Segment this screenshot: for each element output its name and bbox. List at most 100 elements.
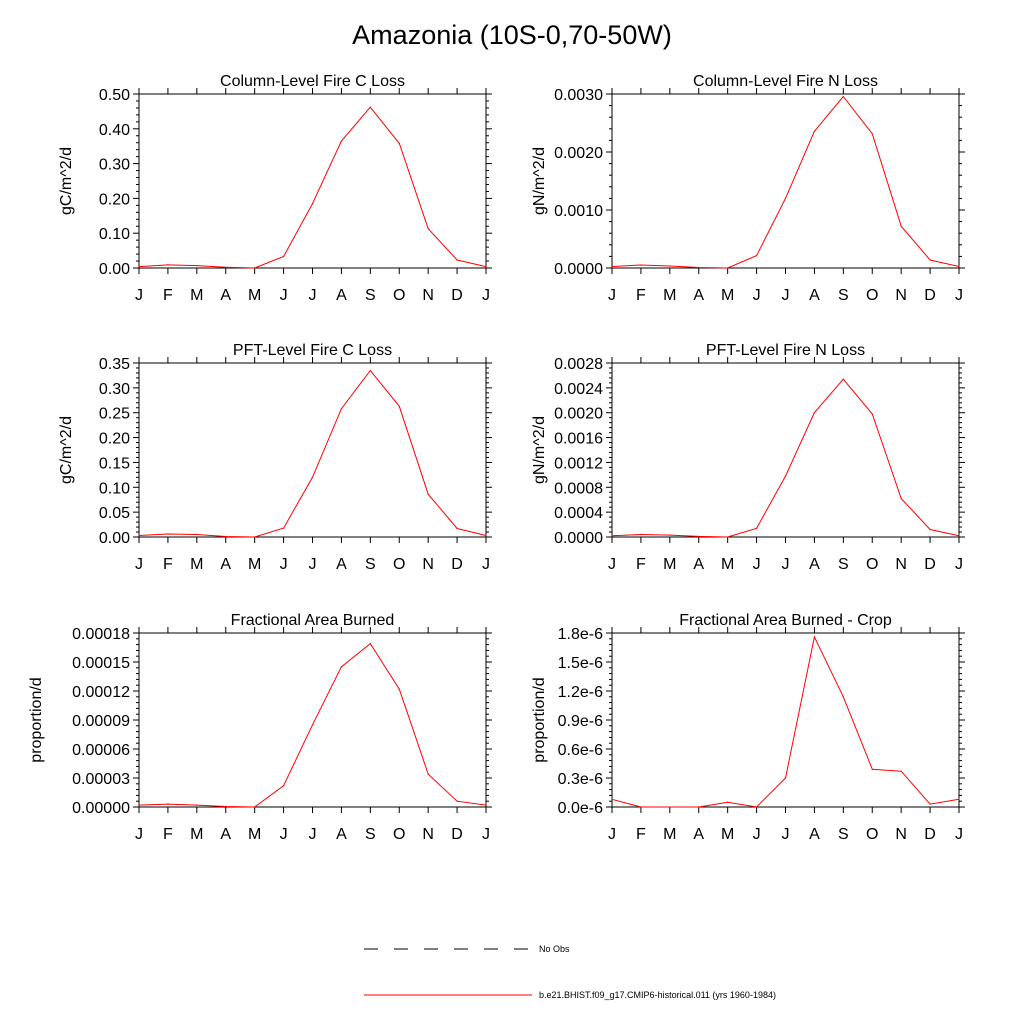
data-point <box>640 264 642 266</box>
y-tick-label: 0.00000 <box>72 800 130 817</box>
y-tick-label: 0.30 <box>99 157 130 174</box>
data-point <box>871 768 873 770</box>
data-point <box>727 536 729 538</box>
x-tick-label: A <box>220 287 231 304</box>
data-point <box>842 95 844 98</box>
data-point <box>398 142 400 144</box>
y-tick-label: 0.25 <box>99 406 130 423</box>
y-tick-label: 0.0030 <box>554 87 603 104</box>
x-tick-label: O <box>393 287 405 304</box>
data-point <box>485 266 487 268</box>
series-line <box>138 106 487 269</box>
data-point <box>167 803 169 805</box>
x-tick-label: A <box>336 826 347 843</box>
data-point <box>196 533 198 536</box>
data-point <box>669 534 671 536</box>
y-tick-label: 0.05 <box>99 505 130 522</box>
series-line <box>611 95 960 269</box>
x-tick-label: J <box>309 556 317 573</box>
x-tick-label: J <box>955 287 963 304</box>
x-tick-label: D <box>451 556 463 573</box>
x-tick-label: N <box>422 826 434 843</box>
x-tick-label: J <box>309 287 317 304</box>
data-point <box>225 535 227 538</box>
y-tick-label: 0.0000 <box>554 530 603 547</box>
data-point <box>283 785 285 787</box>
data-point <box>698 806 700 808</box>
data-point <box>138 266 140 268</box>
x-tick-label: A <box>809 556 820 573</box>
y-tick-label: 0.00 <box>99 530 130 547</box>
data-point <box>813 412 816 414</box>
y-tick-label: 0.0e-6 <box>558 800 603 817</box>
y-tick-label: 0.6e-6 <box>558 742 603 759</box>
data-point <box>225 266 227 268</box>
x-tick-label: S <box>838 826 849 843</box>
x-tick-label: M <box>190 826 203 843</box>
y-tick-label: 0.0012 <box>554 455 603 472</box>
data-point <box>813 636 816 638</box>
data-point <box>138 534 140 537</box>
data-point <box>196 804 198 806</box>
x-tick-label: J <box>482 826 490 843</box>
chart-title: Fractional Area Burned - Crop <box>679 612 892 629</box>
chart-title: Column-Level Fire N Loss <box>693 73 878 90</box>
chart-title: PFT-Level Fire N Loss <box>706 342 865 359</box>
y-tick-label: 0.15 <box>99 455 130 472</box>
data-point <box>842 696 844 698</box>
y-tick-label: 0.40 <box>99 122 130 139</box>
x-tick-label: J <box>135 826 143 843</box>
x-tick-label: J <box>753 826 761 843</box>
x-tick-label: A <box>809 826 820 843</box>
y-tick-label: 1.5e-6 <box>558 655 603 672</box>
y-tick-label: 0.10 <box>99 480 130 497</box>
data-point <box>929 803 931 805</box>
chart-title: Column-Level Fire C Loss <box>220 73 405 90</box>
x-tick-label: M <box>663 287 676 304</box>
plot-frame <box>611 632 960 808</box>
x-tick-label: A <box>220 556 231 573</box>
data-point <box>427 493 429 495</box>
x-tick-label: J <box>782 826 790 843</box>
x-tick-label: A <box>693 287 704 304</box>
series-line <box>611 378 960 538</box>
data-point <box>958 265 960 268</box>
data-point <box>369 106 371 108</box>
plot-frame <box>611 362 960 538</box>
x-tick-label: D <box>924 556 936 573</box>
x-tick-label: S <box>365 556 376 573</box>
data-point <box>640 533 642 536</box>
data-point <box>958 535 960 537</box>
chart-panel-5: Fractional Area Burned proportion/d 0.0000… <box>28 612 492 843</box>
y-axis-label: proportion/d <box>28 677 45 762</box>
x-tick-label: J <box>280 287 288 304</box>
data-point <box>311 203 314 205</box>
x-tick-label: O <box>866 826 878 843</box>
x-tick-label: M <box>248 826 261 843</box>
x-tick-label: F <box>163 556 173 573</box>
x-tick-label: N <box>895 287 907 304</box>
data-point <box>340 140 342 142</box>
data-point <box>900 225 902 227</box>
data-point <box>485 804 487 806</box>
y-tick-label: 0.00018 <box>72 626 130 643</box>
x-tick-label: S <box>365 287 376 304</box>
y-tick-label: 0.00003 <box>72 771 130 788</box>
x-tick-label: N <box>895 826 907 843</box>
x-tick-label: M <box>190 287 203 304</box>
x-tick-label: M <box>190 556 203 573</box>
y-tick-label: 0.20 <box>99 191 130 208</box>
x-tick-label: A <box>336 556 347 573</box>
x-tick-label: A <box>693 826 704 843</box>
y-tick-label: 0.0008 <box>554 480 603 497</box>
x-tick-label: J <box>280 826 288 843</box>
x-tick-label: M <box>721 287 734 304</box>
data-point <box>784 475 787 477</box>
x-tick-label: S <box>365 826 376 843</box>
x-tick-label: N <box>422 287 434 304</box>
y-tick-label: 0.00 <box>99 261 130 278</box>
data-point <box>456 527 458 530</box>
data-point <box>369 643 371 645</box>
legend-label-model: b.e21.BHIST.f09_g17.CMIP6-historical.011… <box>539 990 776 1000</box>
